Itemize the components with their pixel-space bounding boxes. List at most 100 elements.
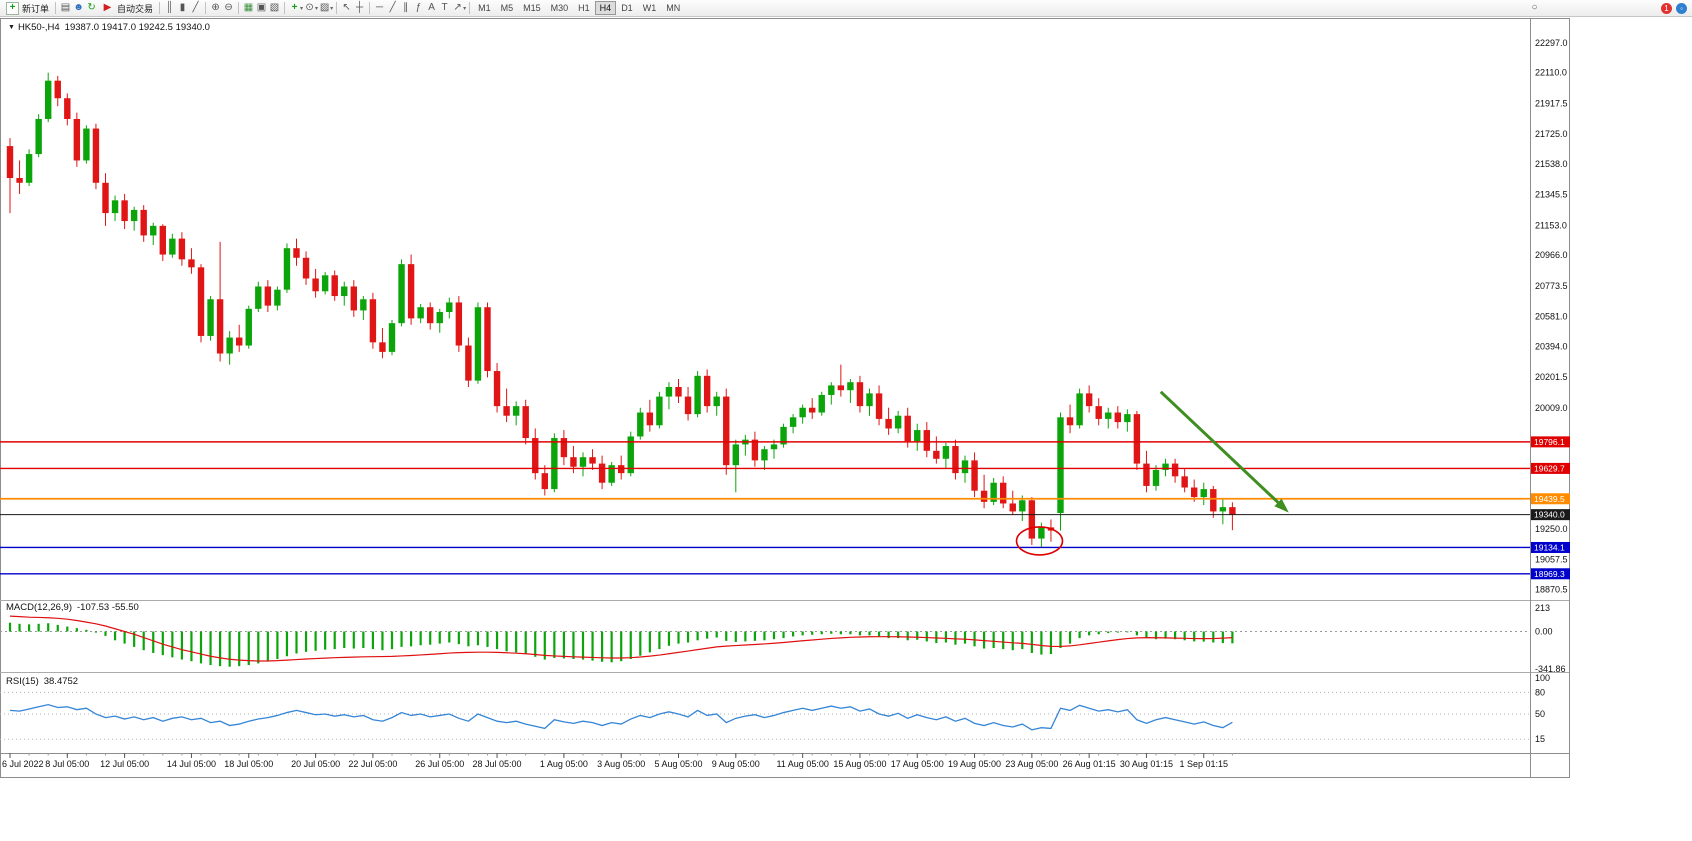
timeframe-h4-button[interactable]: H4 [594,1,617,15]
indicators-dropdown-icon[interactable]: ▾ [300,5,304,12]
candle-body [990,482,997,502]
horizontal-line-icon[interactable]: ─ [376,2,384,13]
candle-body [809,407,816,413]
candle-body [799,407,806,418]
timeframe-m30-button[interactable]: M30 [546,1,574,15]
candle-body [1133,414,1141,464]
timeframe-w1-button[interactable]: W1 [638,1,662,15]
candle-body [579,457,587,467]
candle-body [64,98,71,119]
shapes-icon[interactable]: ↗ [453,2,462,13]
collapse-triangle-icon[interactable]: ▼ [8,24,15,31]
timeframe-m1-button[interactable]: M1 [473,1,496,15]
candle-body [904,415,911,442]
tile-windows-icon[interactable]: ▦ [243,2,254,13]
trendline-icon[interactable]: ╱ [389,2,396,13]
candle-body [45,80,52,119]
periods-icon[interactable]: ⊙ [305,2,314,13]
fibonacci-icon[interactable]: ƒ [415,2,422,13]
candle-body [1000,482,1007,504]
line-chart-icon[interactable]: ╱ [192,2,199,13]
candle-body [493,371,501,407]
toolbar-separator [336,2,338,14]
channel-icon[interactable]: ∥ [403,2,409,13]
label-icon[interactable]: T [441,2,448,13]
candle-body [684,396,692,415]
shapes-dropdown-icon[interactable]: ▾ [463,5,467,12]
time-tick-label: 1 Sep 01:15 [1179,759,1228,769]
candle-body [446,302,453,313]
candle-body [350,286,357,311]
crosshair-icon[interactable]: ┼ [356,2,364,13]
candle-body [236,337,243,346]
templates-icon[interactable]: ▨ [319,2,330,13]
timeframe-h1-button[interactable]: H1 [573,1,595,15]
auto-trading-button[interactable]: ▶ 自动交易 [98,1,156,16]
new-order-button[interactable]: + 新订单 [3,1,52,16]
time-tick-label: 30 Aug 01:15 [1120,759,1173,769]
cursor-icon[interactable]: ↖ [342,2,351,13]
highlight-circle[interactable] [1015,526,1064,556]
toolbar: + 新订单 ▤ ☻ ↻ ▶ 自动交易 ║ ▮ ╱ ⊕ ⊖ ▦ ▣ ▧ + ▾ ⊙ ▾… [0,0,1692,17]
candle-body [207,299,214,336]
candle-body [274,289,281,306]
search-icon[interactable]: ○ [1531,2,1538,13]
price-tick-label: 21725.0 [1535,129,1568,139]
candle-body [140,209,147,236]
candle-body [551,438,558,490]
auto-trading-icon: ▶ [103,2,112,13]
indicators-icon[interactable]: + [291,2,298,13]
candle-body [197,267,205,336]
bar-chart-icon[interactable]: ║ [165,2,174,13]
arrange-icon[interactable]: ▧ [269,2,280,13]
cascade-windows-icon[interactable]: ▣ [256,2,267,13]
price-tick-label: 19250.0 [1535,524,1568,534]
refresh-icon[interactable]: ↻ [87,2,96,13]
candle-body [178,238,186,260]
toolbar-separator [55,2,57,14]
candle-body [121,200,128,222]
candle-body [875,393,883,419]
templates-dropdown-icon[interactable]: ▾ [330,5,334,12]
candle-body [283,248,291,290]
timeframe-mn-button[interactable]: MN [661,1,685,15]
symbol-period-label: HK50-,H4 [17,22,60,33]
candle-body [216,299,224,354]
time-tick-label: 15 Aug 05:00 [833,759,886,769]
candle-body [780,426,787,445]
candle-body [398,264,405,324]
timeframe-m5-button[interactable]: M5 [496,1,519,15]
candle-body [264,286,272,306]
candle-body [694,375,701,415]
charts-icon[interactable]: ▤ [60,2,71,13]
candle-body [150,225,157,236]
timeframe-m15-button[interactable]: M15 [518,1,546,15]
profiles-icon[interactable]: ☻ [73,2,84,13]
trend-arrow[interactable] [1159,390,1287,511]
candlestick-chart-icon[interactable]: ▮ [179,2,186,13]
candle-body [914,430,921,442]
text-icon[interactable]: A [428,2,435,13]
candle-body [1191,487,1198,498]
time-tick-label: 5 Aug 05:00 [654,759,702,769]
time-tick-label: 26 Aug 01:15 [1063,759,1116,769]
candle-body [388,323,396,352]
price-tick-label: 20394.0 [1535,341,1568,351]
news-badge[interactable]: 1 [1661,2,1672,14]
candle-body [598,463,606,483]
candle-body [16,177,23,183]
community-badge[interactable]: ◦ [1676,2,1687,14]
zoom-in-icon[interactable]: ⊕ [211,2,220,13]
price-tick-label: 20773.5 [1535,281,1568,291]
candle-body [360,299,367,311]
periods-dropdown-icon[interactable]: ▾ [315,5,319,12]
timeframe-d1-button[interactable]: D1 [616,1,638,15]
candle-body [130,209,138,222]
candle-body [35,118,42,155]
zoom-out-icon[interactable]: ⊖ [224,2,233,13]
candle-body [618,465,625,474]
candle-body [484,307,491,372]
candle-body [1162,463,1169,470]
price-tick-label: 21538.0 [1535,159,1568,169]
